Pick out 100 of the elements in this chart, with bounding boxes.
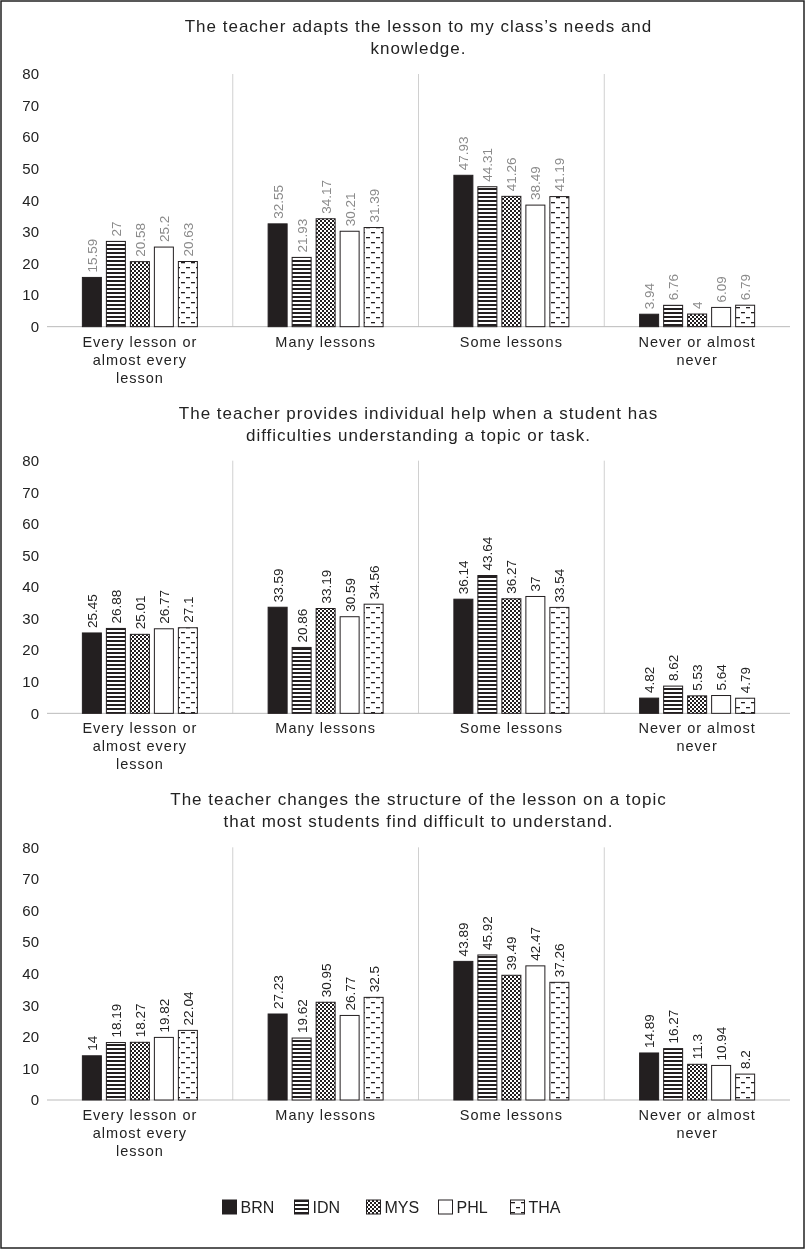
data-label: 4 (690, 301, 706, 310)
data-label: 16.27 (666, 1009, 682, 1044)
bar (501, 195, 522, 328)
y-tick-label: 80 (22, 65, 39, 83)
bar (453, 174, 474, 328)
data-label: 19.82 (156, 998, 172, 1033)
bar (525, 204, 546, 328)
data-label: 42.47 (528, 927, 544, 961)
data-label: 36.14 (456, 559, 472, 595)
data-label: 41.19 (552, 157, 568, 192)
bar (339, 616, 360, 714)
bar (363, 996, 384, 1101)
bar (639, 1052, 660, 1101)
bar (477, 954, 498, 1101)
y-tick-label: 10 (22, 1059, 39, 1077)
data-label: 41.26 (504, 157, 520, 192)
bar (711, 695, 732, 714)
data-label: 26.77 (342, 976, 358, 1011)
y-tick-label: 40 (22, 191, 39, 209)
bar (291, 1037, 312, 1101)
data-label: 11.3 (690, 1034, 706, 1060)
data-label: 4.82 (642, 666, 658, 694)
bar (129, 1041, 150, 1101)
x-tick-label: Some lessons (459, 333, 563, 350)
data-label: 10.94 (714, 1026, 730, 1061)
data-label: 25.01 (132, 595, 148, 630)
bar (525, 595, 546, 714)
data-label: 26.88 (108, 589, 124, 624)
x-tick-label: Many lessons (275, 1107, 376, 1123)
data-label: 19.62 (294, 999, 310, 1034)
data-label: 6.79 (738, 273, 754, 301)
y-tick-label: 0 (30, 1091, 39, 1109)
bar (735, 1073, 756, 1101)
data-label: 20.63 (180, 222, 196, 257)
data-label: 45.92 (480, 916, 496, 950)
data-label: 39.49 (504, 936, 520, 971)
bar (663, 685, 684, 714)
data-label: 32.5 (366, 966, 382, 993)
data-label: 33.19 (318, 569, 334, 604)
bar (735, 697, 756, 714)
bar (663, 1048, 684, 1101)
y-tick-label: 70 (22, 483, 39, 501)
bar (81, 1055, 102, 1101)
bar (477, 575, 498, 714)
data-label: 27.23 (270, 975, 286, 1009)
y-tick-label: 20 (22, 641, 39, 659)
bar (315, 218, 336, 328)
data-label: 6.76 (666, 274, 682, 301)
bar (735, 304, 756, 328)
bar (105, 240, 126, 328)
legend-label: PHL (456, 1198, 488, 1216)
y-tick-label: 30 (22, 223, 39, 241)
bar (453, 598, 474, 714)
data-label: 14 (84, 1035, 100, 1051)
x-tick-label: Never or almost never (638, 1107, 756, 1141)
bar (267, 1013, 288, 1101)
data-label: 34.17 (318, 179, 334, 214)
data-label: 4.79 (738, 666, 754, 694)
x-tick-label: Every lesson or almost every lesson (82, 1107, 198, 1159)
bar (549, 196, 570, 328)
bar (687, 695, 708, 714)
bar (153, 628, 174, 714)
data-label: 47.93 (456, 136, 472, 171)
chart-title: The teacher changes the structure of the lesson on a topic that most students find difficult to understand. (170, 790, 667, 832)
data-label: 34.56 (366, 565, 382, 600)
x-tick-label: Some lessons (459, 720, 563, 737)
bar (549, 606, 570, 714)
y-tick-label: 50 (22, 933, 39, 951)
bar (291, 256, 312, 328)
x-tick-label: Never or almost never (638, 720, 756, 755)
data-label: 37.26 (552, 943, 568, 978)
data-label: 20.58 (132, 222, 148, 257)
x-tick-label: Never or almost never (638, 333, 756, 368)
bar (129, 261, 150, 328)
data-label: 25.2 (156, 215, 172, 243)
bar (291, 646, 312, 714)
y-tick-label: 30 (22, 609, 39, 627)
bar (687, 313, 708, 328)
data-label: 32.55 (270, 185, 286, 219)
data-label: 21.93 (294, 218, 310, 253)
data-label: 25.45 (84, 594, 100, 628)
y-tick-label: 60 (22, 515, 39, 533)
bar (363, 227, 384, 328)
data-label: 20.86 (294, 608, 310, 643)
x-tick-label: Many lessons (275, 720, 376, 737)
bar (639, 313, 660, 328)
legend-label: THA (528, 1198, 561, 1216)
data-label: 6.09 (714, 276, 730, 303)
bar (267, 606, 288, 714)
bar (525, 965, 546, 1101)
bar (639, 697, 660, 714)
data-label: 18.27 (132, 1003, 148, 1038)
bar (81, 632, 102, 714)
y-tick-label: 60 (22, 128, 39, 146)
legend-label: IDN (312, 1198, 341, 1216)
data-label: 30.21 (342, 192, 358, 227)
bar (105, 627, 126, 714)
bar (663, 304, 684, 328)
data-label: 26.77 (156, 589, 172, 624)
y-tick-label: 10 (22, 673, 39, 690)
